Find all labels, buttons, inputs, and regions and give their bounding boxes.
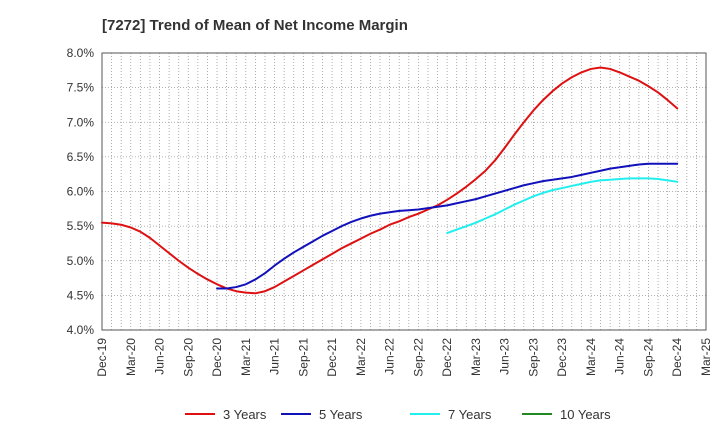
y-tick-label: 7.0% — [67, 115, 95, 129]
x-tick-label: Sep-24 — [641, 338, 655, 377]
x-tick-label: Dec-21 — [325, 338, 339, 377]
legend-label: 5 Years — [319, 407, 363, 422]
y-tick-label: 4.0% — [67, 323, 95, 337]
chart-title: [7272] Trend of Mean of Net Income Margi… — [102, 17, 408, 34]
x-tick-label: Dec-23 — [555, 338, 569, 377]
x-tick-label: Sep-22 — [411, 338, 425, 377]
y-tick-label: 8.0% — [67, 46, 95, 60]
x-tick-label: Mar-25 — [699, 338, 713, 376]
x-tick-label: Mar-24 — [584, 338, 598, 376]
x-tick-label: Sep-23 — [526, 338, 540, 377]
x-tick-label: Dec-20 — [210, 338, 224, 377]
y-tick-label: 6.5% — [67, 150, 95, 164]
x-tick-label: Mar-21 — [239, 338, 253, 376]
x-tick-label: Mar-22 — [354, 338, 368, 376]
y-tick-label: 6.0% — [67, 185, 95, 199]
x-tick-label: Jun-20 — [153, 338, 167, 375]
series-line-5-years — [216, 162, 679, 290]
y-tick-label: 5.0% — [67, 254, 95, 268]
x-tick-label: Sep-20 — [181, 338, 195, 377]
series-line-3-years — [101, 66, 679, 295]
y-tick-label: 4.5% — [67, 288, 95, 302]
y-tick-label: 5.5% — [67, 219, 95, 233]
legend: 3 Years 5 Years 7 Years 10 Years — [185, 407, 611, 422]
legend-label: 3 Years — [223, 407, 267, 422]
x-tick-label: Jun-23 — [498, 338, 512, 375]
x-tick-label: Sep-21 — [296, 338, 310, 377]
x-tick-label: Jun-24 — [613, 338, 627, 375]
series-line-7-years — [446, 177, 679, 235]
legend-label: 10 Years — [560, 407, 611, 422]
x-tick-label: Dec-19 — [95, 338, 109, 377]
legend-label: 7 Years — [448, 407, 492, 422]
plot-area — [102, 53, 706, 330]
y-tick-label: 7.5% — [67, 81, 95, 95]
series-group — [101, 66, 679, 295]
x-tick-label: Jun-22 — [383, 338, 397, 375]
x-tick-label: Dec-22 — [440, 338, 454, 377]
grid — [101, 52, 707, 331]
x-tick-label: Mar-23 — [469, 338, 483, 376]
x-tick-label: Dec-24 — [670, 338, 684, 377]
x-tick-label: Jun-21 — [268, 338, 282, 375]
plot-border — [101, 52, 707, 331]
axes: 4.0% 4.5% 5.0% 5.5% 6.0% 6.5% 7.0% 7.5% 8.0% Dec-… — [67, 46, 713, 377]
x-tick-label: Mar-20 — [124, 338, 138, 376]
